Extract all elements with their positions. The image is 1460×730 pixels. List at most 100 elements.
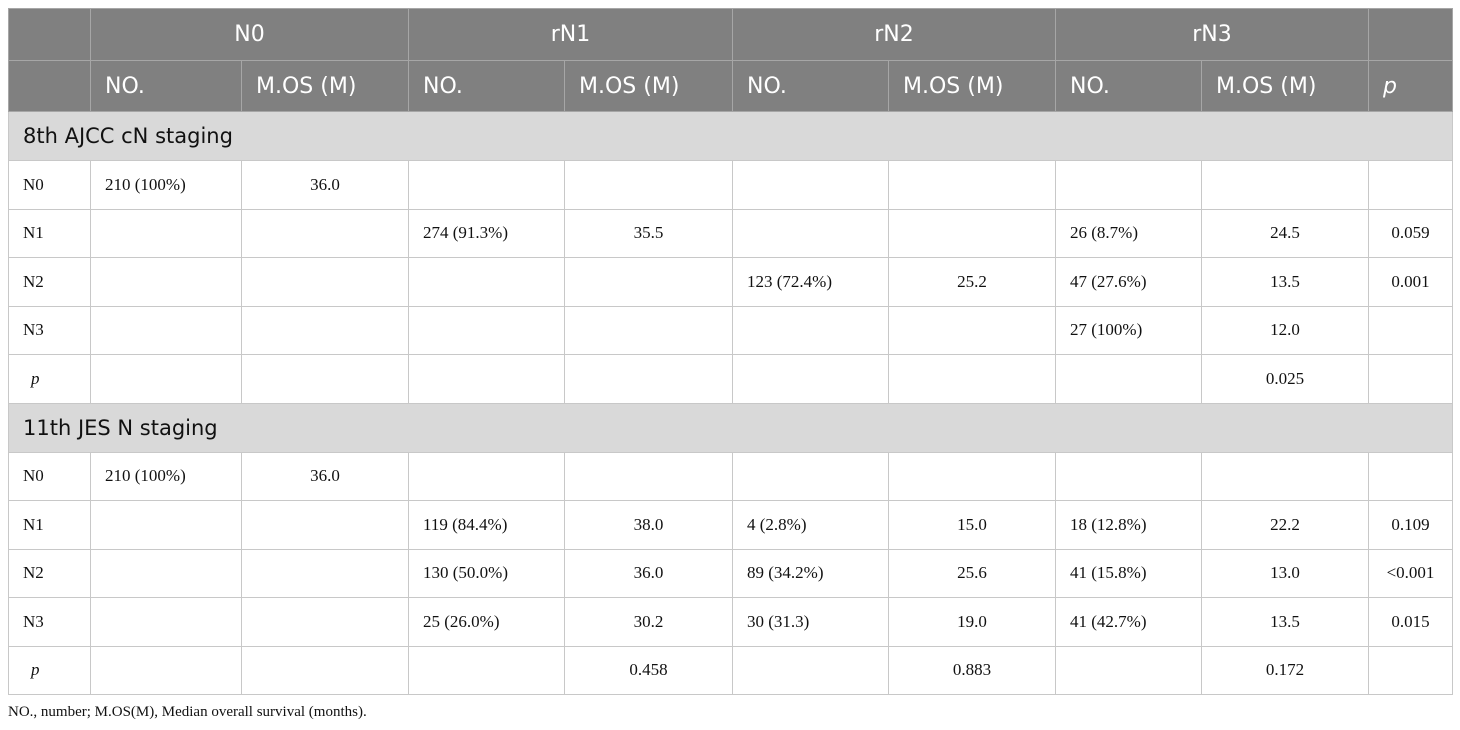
group-header-row: N0 rN1 rN2 rN3 xyxy=(8,8,1453,61)
cell xyxy=(732,160,889,210)
cell: 36.0 xyxy=(564,548,733,598)
cell xyxy=(1055,645,1202,695)
cell xyxy=(90,597,242,647)
cell xyxy=(732,208,889,258)
cell: 12.0 xyxy=(1201,305,1369,355)
cell xyxy=(1368,160,1453,210)
cell: 123 (72.4%) xyxy=(732,257,889,307)
data-row: N1 274 (91.3%) 35.5 26 (8.7%) 24.5 0.059 xyxy=(8,208,1453,258)
corner-cell xyxy=(8,8,91,61)
row-label: N0 xyxy=(8,160,91,210)
cell xyxy=(241,500,409,550)
cell xyxy=(241,257,409,307)
cell: 35.5 xyxy=(564,208,733,258)
cell xyxy=(1368,451,1453,501)
cell xyxy=(408,305,565,355)
group-header: rN1 xyxy=(408,8,733,61)
cell xyxy=(90,500,242,550)
cell: 13.5 xyxy=(1201,257,1369,307)
cell xyxy=(408,451,565,501)
data-row: N3 25 (26.0%) 30.2 30 (31.3) 19.0 41 (42.7%) 1… xyxy=(8,597,1453,647)
cell: 0.458 xyxy=(564,645,733,695)
cell: 4 (2.8%) xyxy=(732,500,889,550)
row-label: p xyxy=(8,645,91,695)
cell: 210 (100%) xyxy=(90,160,242,210)
cell: 27 (100%) xyxy=(1055,305,1202,355)
cell xyxy=(90,257,242,307)
cell xyxy=(241,305,409,355)
survival-table: N0 rN1 rN2 rN3 NO. M.OS (M) NO. M.OS (M) NO. M.O… xyxy=(8,8,1453,695)
footnote: NO., number; M.OS(M), Median overall sur… xyxy=(8,704,367,720)
section-title: 8th AJCC cN staging xyxy=(8,111,1453,161)
cell: <0.001 xyxy=(1368,548,1453,598)
cell: 24.5 xyxy=(1201,208,1369,258)
sub-header: M.OS (M) xyxy=(1201,60,1369,112)
cell: 22.2 xyxy=(1201,500,1369,550)
cell xyxy=(90,645,242,695)
section-title: 11th JES N staging xyxy=(8,402,1453,453)
sub-header: NO. xyxy=(90,60,242,112)
cell: 0.172 xyxy=(1201,645,1369,695)
cell: 0.883 xyxy=(888,645,1056,695)
cell xyxy=(241,354,409,404)
row-label: N1 xyxy=(8,500,91,550)
row-label: N3 xyxy=(8,305,91,355)
cell xyxy=(1368,305,1453,355)
row-label: N1 xyxy=(8,208,91,258)
data-row: N1 119 (84.4%) 38.0 4 (2.8%) 15.0 18 (12.8%) 2… xyxy=(8,500,1453,550)
data-row: N3 27 (100%) 12.0 xyxy=(8,305,1453,355)
cell xyxy=(888,305,1056,355)
cell xyxy=(888,451,1056,501)
sub-header: M.OS (M) xyxy=(241,60,409,112)
sub-header: M.OS (M) xyxy=(564,60,733,112)
cell: 13.5 xyxy=(1201,597,1369,647)
cell xyxy=(888,354,1056,404)
cell xyxy=(732,354,889,404)
sub-header: NO. xyxy=(1055,60,1202,112)
cell: 0.059 xyxy=(1368,208,1453,258)
cell: 30.2 xyxy=(564,597,733,647)
row-label: N2 xyxy=(8,548,91,598)
cell: 19.0 xyxy=(888,597,1056,647)
group-header: rN3 xyxy=(1055,8,1369,61)
cell: 47 (27.6%) xyxy=(1055,257,1202,307)
cell xyxy=(90,208,242,258)
cell xyxy=(241,208,409,258)
cell: 25 (26.0%) xyxy=(408,597,565,647)
cell xyxy=(1201,160,1369,210)
cell xyxy=(1368,354,1453,404)
group-header: N0 xyxy=(90,8,409,61)
cell xyxy=(564,257,733,307)
section-row: 11th JES N staging xyxy=(8,402,1453,453)
cell xyxy=(564,451,733,501)
cell: 26 (8.7%) xyxy=(1055,208,1202,258)
cell xyxy=(1055,451,1202,501)
data-row: p 0.458 0.883 0.172 xyxy=(8,645,1453,695)
cell xyxy=(241,548,409,598)
cell xyxy=(90,548,242,598)
cell: 89 (34.2%) xyxy=(732,548,889,598)
cell xyxy=(732,451,889,501)
data-row: N2 123 (72.4%) 25.2 47 (27.6%) 13.5 0.001 xyxy=(8,257,1453,307)
cell xyxy=(90,354,242,404)
cell: 210 (100%) xyxy=(90,451,242,501)
group-header: rN2 xyxy=(732,8,1056,61)
cell xyxy=(888,160,1056,210)
cell xyxy=(408,160,565,210)
cell: 274 (91.3%) xyxy=(408,208,565,258)
data-row: p 0.025 xyxy=(8,354,1453,404)
row-label: N3 xyxy=(8,597,91,647)
group-header xyxy=(1368,8,1453,61)
cell: 41 (42.7%) xyxy=(1055,597,1202,647)
cell xyxy=(90,305,242,355)
cell xyxy=(241,645,409,695)
row-label: N0 xyxy=(8,451,91,501)
cell: 38.0 xyxy=(564,500,733,550)
cell xyxy=(241,597,409,647)
cell xyxy=(408,645,565,695)
cell xyxy=(564,354,733,404)
cell xyxy=(1201,451,1369,501)
cell: 13.0 xyxy=(1201,548,1369,598)
sub-header: NO. xyxy=(408,60,565,112)
